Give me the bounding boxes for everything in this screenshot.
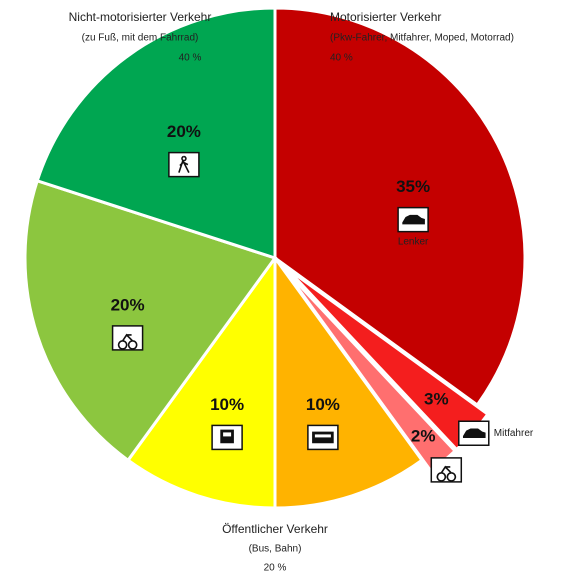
slice [23, 178, 278, 463]
group-share: 40 % [179, 53, 202, 64]
category-label: Lenker [398, 236, 429, 247]
data-label: 3% [424, 390, 449, 409]
data-label: 20% [167, 122, 201, 141]
icon-glyph [314, 434, 331, 438]
group-title: Nicht-motorisierter Verkehr [69, 10, 212, 24]
icon-glyph [178, 155, 190, 173]
slice [273, 6, 527, 408]
slice [35, 6, 277, 261]
icon [458, 420, 490, 446]
group-title: Motorisierter Verkehr [330, 10, 441, 24]
icon [430, 457, 463, 483]
group-share: 40 % [330, 53, 353, 64]
group-share: 20 % [264, 563, 287, 574]
icon-glyph [117, 333, 138, 350]
icon-glyph [462, 428, 486, 439]
group-subtitle: (Pkw-Fahrer, Mitfahrer, Moped, Motorrad) [330, 33, 514, 44]
data-label: 10% [306, 395, 340, 414]
data-label: 10% [210, 395, 244, 414]
icon-glyph [223, 432, 232, 437]
group-title: Öffentlicher Verkehr [222, 522, 328, 536]
icon [168, 151, 200, 178]
pie [23, 6, 527, 510]
icon [211, 424, 243, 451]
icon-box [430, 457, 463, 483]
icon-glyph [402, 214, 425, 225]
icon-box [111, 325, 144, 351]
icon-box [168, 151, 200, 178]
icon [111, 325, 144, 351]
group-subtitle: (zu Fuß, mit dem Fahrrad) [82, 33, 199, 44]
icon-glyph [436, 465, 457, 482]
group-subtitle: (Bus, Bahn) [249, 544, 302, 555]
data-label: 20% [111, 295, 145, 314]
category-label: Mitfahrer [494, 428, 534, 439]
icon [397, 206, 429, 233]
data-label: 2% [411, 427, 436, 446]
icon [307, 424, 339, 451]
data-label: 35% [396, 177, 430, 196]
